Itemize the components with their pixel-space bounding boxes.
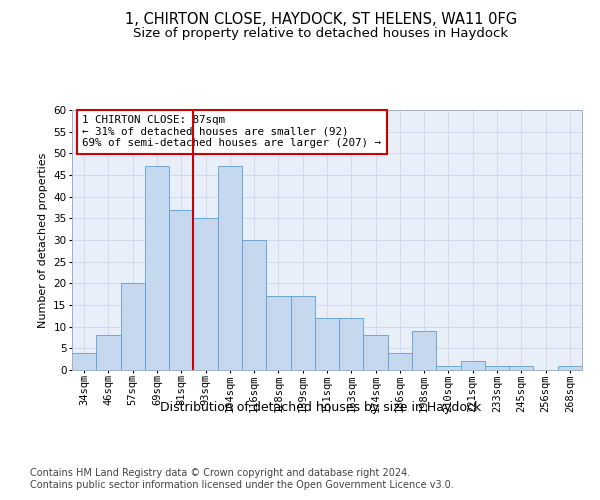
Bar [509,366,533,370]
Text: Contains public sector information licensed under the Open Government Licence v3: Contains public sector information licen… [30,480,454,490]
Bar [72,352,96,370]
Y-axis label: Number of detached properties: Number of detached properties [38,152,47,328]
Bar [145,166,169,370]
Bar [364,336,388,370]
Bar [436,366,461,370]
Bar [121,284,145,370]
Bar [242,240,266,370]
Bar [218,166,242,370]
Bar [315,318,339,370]
Text: 1, CHIRTON CLOSE, HAYDOCK, ST HELENS, WA11 0FG: 1, CHIRTON CLOSE, HAYDOCK, ST HELENS, WA… [125,12,517,28]
Bar [290,296,315,370]
Bar [412,331,436,370]
Bar [169,210,193,370]
Bar [266,296,290,370]
Bar [461,362,485,370]
Bar [193,218,218,370]
Bar [388,352,412,370]
Bar [558,366,582,370]
Bar [485,366,509,370]
Bar [339,318,364,370]
Text: 1 CHIRTON CLOSE: 87sqm
← 31% of detached houses are smaller (92)
69% of semi-det: 1 CHIRTON CLOSE: 87sqm ← 31% of detached… [82,115,381,148]
Bar [96,336,121,370]
Text: Distribution of detached houses by size in Haydock: Distribution of detached houses by size … [160,401,482,414]
Text: Size of property relative to detached houses in Haydock: Size of property relative to detached ho… [133,28,509,40]
Text: Contains HM Land Registry data © Crown copyright and database right 2024.: Contains HM Land Registry data © Crown c… [30,468,410,477]
